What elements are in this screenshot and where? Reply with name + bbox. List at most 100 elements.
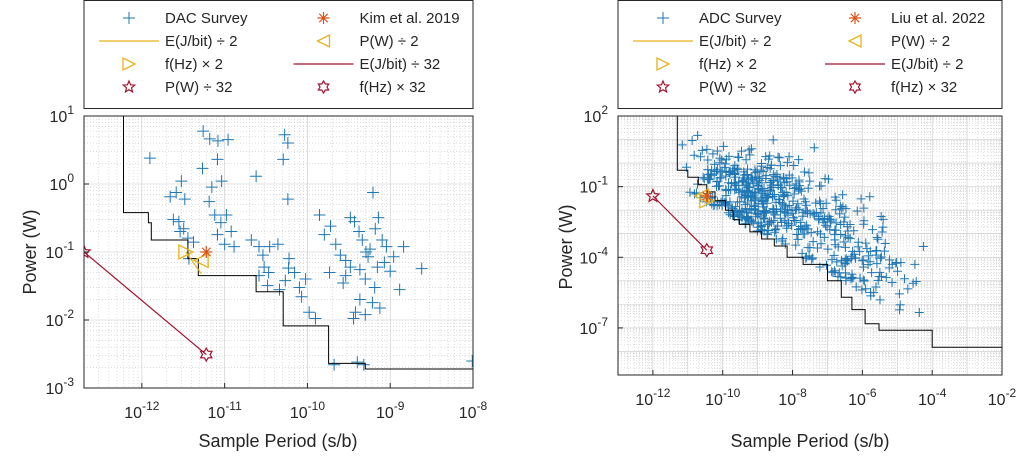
- dac-survey-point: [215, 175, 228, 188]
- adc-survey-point: [724, 167, 734, 177]
- dac-survey-point: [344, 261, 357, 274]
- dac-survey-point: [339, 254, 352, 267]
- dac-survey-point: [225, 225, 238, 238]
- adc-survey-point: [792, 203, 802, 213]
- dac-survey-point: [208, 209, 221, 222]
- adc-legend-label: f(Hz) × 32: [891, 79, 957, 96]
- adc-survey-point: [782, 177, 792, 187]
- adc-survey-point: [859, 216, 869, 226]
- adc-survey-point: [784, 170, 794, 180]
- adc-survey-point: [734, 153, 744, 163]
- adc-survey-point: [809, 143, 819, 153]
- adc-survey-point: [773, 221, 783, 231]
- adc-survey-point: [829, 250, 839, 260]
- adc-survey-point: [894, 289, 904, 299]
- adc-survey-point: [716, 197, 726, 207]
- adc-legend-label: E(J/bit) ÷ 2: [699, 33, 771, 50]
- dac-survey-point: [170, 186, 183, 199]
- dac-survey-point: [349, 306, 362, 319]
- adc-survey-point: [743, 185, 753, 195]
- adc-survey-point: [797, 248, 807, 258]
- adc-survey-point: [827, 255, 837, 265]
- adc-survey-point: [867, 225, 877, 235]
- adc-survey-point: [752, 167, 762, 177]
- adc-legend-label: P(W) ÷ 32: [699, 79, 766, 96]
- dac-survey-point: [313, 209, 326, 222]
- adc-survey-point: [891, 258, 901, 268]
- dac-survey-point: [271, 238, 284, 251]
- adc-survey-point: [830, 266, 840, 276]
- adc-survey-point: [818, 203, 828, 213]
- adc-survey-point: [804, 251, 814, 261]
- adc-survey-point: [740, 180, 750, 190]
- adc-survey-point: [856, 194, 866, 204]
- adc-survey-point: [677, 140, 687, 150]
- dac-x-tick-label: 10-8: [459, 399, 488, 422]
- adc-survey-point: [849, 249, 859, 259]
- dac-legend-asterisk-symbol: [317, 12, 330, 24]
- adc-survey-point: [757, 188, 767, 198]
- dac-y-tick-label: 101: [50, 103, 75, 126]
- adc-legend-plus-symbol: [657, 12, 669, 24]
- adc-chart: 10-12 10-10 10-8 10-6 10-4 10-2 10-7 10-4 10-1 10…: [556, 0, 1017, 451]
- adc-survey-point: [805, 243, 815, 253]
- dac-x-tick-label: 10-12: [124, 399, 159, 422]
- adc-survey-point: [781, 208, 791, 218]
- adc-x-axis-label: Sample Period (s/b): [730, 431, 889, 451]
- adc-x-tick-label: 10-6: [848, 386, 877, 409]
- dac-survey-point: [211, 134, 224, 147]
- adc-survey-point: [775, 161, 785, 171]
- adc-y-tick-label: 102: [584, 103, 609, 126]
- dac-survey-point: [250, 170, 263, 183]
- dac-survey-point: [393, 283, 406, 296]
- adc-survey-point: [759, 206, 769, 216]
- dac-legend-box: [83, 0, 474, 109]
- adc-survey-point: [711, 167, 721, 177]
- adc-survey-point: [741, 170, 751, 180]
- adc-survey-point: [865, 257, 875, 267]
- adc-survey-point: [783, 210, 793, 220]
- adc-survey-point: [831, 218, 841, 228]
- adc-survey-point: [891, 257, 901, 267]
- adc-survey-point: [910, 259, 920, 269]
- adc-survey-point: [841, 276, 851, 286]
- adc-survey-point: [893, 266, 903, 276]
- adc-survey-point: [757, 225, 767, 235]
- dac-survey-point: [348, 215, 361, 228]
- adc-survey-point: [798, 208, 808, 218]
- dac-survey-point: [256, 249, 269, 262]
- adc-survey-point: [873, 275, 883, 285]
- adc-survey-point: [872, 233, 882, 243]
- adc-survey-point: [832, 257, 842, 267]
- adc-survey-point: [842, 222, 852, 232]
- dac-legend-plus-symbol: [123, 12, 135, 24]
- adc-survey-point: [858, 255, 868, 265]
- dac-survey-point: [211, 228, 224, 241]
- adc-survey-point: [800, 197, 810, 207]
- adc-survey-point: [685, 187, 695, 197]
- adc-survey-point: [769, 216, 779, 226]
- adc-survey-point: [703, 155, 713, 165]
- adc-survey-point: [830, 235, 840, 245]
- dac-survey-point: [359, 308, 372, 321]
- dac-survey-point: [174, 225, 187, 238]
- dac-y-tick-label: 10-3: [46, 375, 75, 398]
- adc-survey-point: [766, 217, 776, 227]
- adc-survey-point: [778, 188, 788, 198]
- dac-survey-point: [303, 306, 316, 319]
- adc-survey-point: [742, 198, 752, 208]
- dac-survey-point: [356, 234, 369, 247]
- dac-survey-point: [371, 261, 384, 274]
- adc-survey-point: [840, 242, 850, 252]
- dac-survey-point: [380, 240, 393, 253]
- adc-survey-point: [768, 191, 778, 201]
- dac-legend-label: f(Hz) × 2: [165, 56, 223, 73]
- adc-survey-point: [914, 308, 924, 318]
- dac-survey-point: [378, 256, 391, 269]
- adc-freq-x32-marker: [700, 242, 714, 258]
- dac-half-power-marker: [192, 252, 209, 269]
- dac-survey-point: [220, 209, 233, 222]
- dac-survey-point: [372, 211, 385, 224]
- dac-survey-point: [283, 252, 296, 265]
- adc-survey-point: [760, 214, 770, 224]
